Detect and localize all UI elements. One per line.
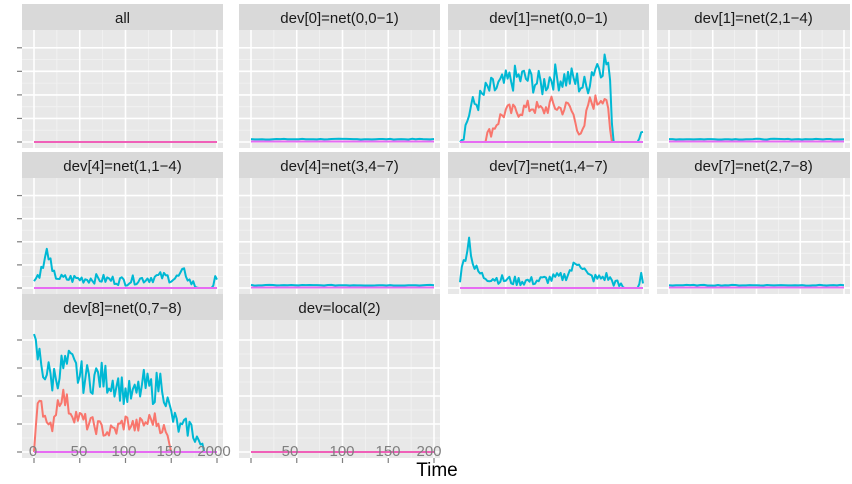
facet-panel: dev[4]=net(1,1−4) bbox=[22, 152, 223, 294]
facet-strip-label: dev[8]=net(0,7−8) bbox=[63, 300, 181, 317]
facet-strip bbox=[448, 152, 649, 178]
facet-strip-label: dev[4]=net(3,4−7) bbox=[280, 158, 398, 175]
x-tick-label: 100 bbox=[329, 443, 354, 460]
facet-strip-label: dev[7]=net(2,7−8) bbox=[694, 158, 812, 175]
plot-background bbox=[657, 30, 850, 148]
facet-strip-label: dev[1]=net(2,1−4) bbox=[694, 10, 812, 27]
series-line-blue bbox=[33, 333, 217, 453]
plot-background bbox=[239, 178, 440, 294]
facet-strip bbox=[239, 152, 440, 178]
facet-panels: all dev[0]=net(0,0−1) dev[1]=net(0,0−1) dev… bbox=[22, 4, 850, 458]
facet-panel: dev[7]=net(1,4−7) bbox=[448, 152, 649, 294]
facet-panel: dev[0]=net(0,0−1) bbox=[239, 4, 440, 148]
facet-strip bbox=[22, 152, 223, 178]
gridlines bbox=[22, 30, 223, 148]
x-tick-label: 2000 bbox=[197, 443, 230, 460]
plot-background bbox=[657, 178, 850, 294]
x-tick-label: 150 bbox=[375, 443, 400, 460]
plot-background bbox=[448, 30, 649, 148]
series-line-blue bbox=[669, 137, 845, 141]
facet-panel: all bbox=[22, 4, 223, 148]
x-axes: 0 50 100 150 2000 50 100 150 200 bbox=[29, 443, 442, 463]
gridlines bbox=[448, 178, 649, 294]
x-tick-label: 200 bbox=[416, 443, 441, 460]
series-line-blue bbox=[33, 247, 218, 289]
facet-strip-label: dev=local(2) bbox=[298, 300, 380, 317]
facet-strip-label: dev[4]=net(1,1−4) bbox=[63, 158, 181, 175]
x-axis-title: Time bbox=[416, 460, 458, 481]
facet-panel: dev[7]=net(2,7−8) bbox=[657, 152, 850, 294]
series-line-blue bbox=[250, 283, 435, 287]
x-tick-label: 150 bbox=[156, 443, 181, 460]
facet-strip bbox=[448, 4, 649, 30]
facet-panel: dev[8]=net(0,7−8) bbox=[22, 294, 223, 458]
facet-strip-label: dev[1]=net(0,0−1) bbox=[489, 10, 607, 27]
gridlines bbox=[448, 30, 649, 148]
facet-strip bbox=[239, 294, 440, 320]
facet-panel: dev[4]=net(3,4−7) bbox=[239, 152, 440, 294]
facet-strip-label: all bbox=[115, 10, 130, 27]
plot-background bbox=[239, 320, 440, 458]
facet-strip bbox=[657, 4, 850, 30]
series-line-blue bbox=[459, 53, 644, 143]
facet-strip bbox=[239, 4, 440, 30]
y-axes bbox=[17, 47, 22, 453]
facet-strip-label: dev[0]=net(0,0−1) bbox=[280, 10, 398, 27]
facet-panel: dev[1]=net(0,0−1) bbox=[448, 4, 649, 148]
x-tick-label: 50 bbox=[282, 443, 299, 460]
facet-strip bbox=[657, 152, 850, 178]
series-line-blue bbox=[459, 236, 644, 289]
x-tick-label: 0 bbox=[29, 443, 37, 460]
x-tick-label: 100 bbox=[111, 443, 136, 460]
plot-background bbox=[22, 30, 223, 148]
series-line-blue bbox=[668, 283, 845, 287]
facet-panel: dev=local(2) bbox=[239, 294, 440, 458]
facet-strip-label: dev[7]=net(1,4−7) bbox=[489, 158, 607, 175]
facet-strip bbox=[22, 4, 223, 30]
series-line-blue bbox=[250, 137, 435, 141]
facet-strip bbox=[22, 294, 223, 320]
x-tick-label: 50 bbox=[71, 443, 88, 460]
plot-background bbox=[448, 178, 649, 294]
facet-panel: dev[1]=net(2,1−4) bbox=[657, 4, 850, 148]
plot-background bbox=[239, 30, 440, 148]
